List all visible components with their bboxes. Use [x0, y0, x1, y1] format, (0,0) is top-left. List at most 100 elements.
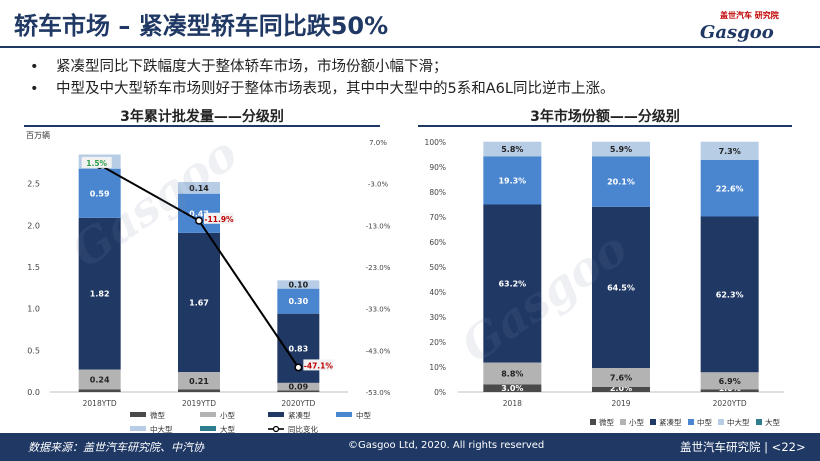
y2-tick-label: -33.0% — [366, 306, 391, 314]
bar-segment — [483, 141, 542, 157]
legend-label: 小型 — [220, 411, 235, 420]
left-chart-title: 3年累计批发量——分级别 — [24, 106, 380, 127]
bar-segment — [592, 156, 650, 207]
logo-brand: Gasgoo — [700, 22, 774, 43]
bar-segment — [78, 369, 121, 390]
y-tick-label: 2.5 — [27, 180, 40, 189]
bar-segment — [78, 389, 121, 392]
bar-value-label: 1.82 — [90, 290, 110, 299]
bar-segment — [277, 390, 320, 392]
yoy-point — [294, 363, 303, 372]
y-tick-label: 0% — [434, 388, 446, 397]
legend-label: 小型 — [629, 418, 644, 427]
y2-tick-label: -3.0% — [368, 181, 389, 189]
left-chart: 百万辆 0.0 0.5 1.0 1.5 2.0 2.5 7.0% -3.0% -13.0% -23.… — [26, 130, 391, 434]
bar-segment — [78, 168, 121, 218]
y2-tick-label: -53.0% — [366, 389, 391, 397]
yoy-label: -11.9% — [204, 215, 234, 224]
bar-value-label: 0.59 — [90, 189, 110, 198]
yoy-label-bg — [81, 156, 112, 168]
legend-swatch — [688, 419, 694, 425]
right-chart-title-underline — [418, 125, 792, 127]
y-tick-label: 50% — [429, 263, 446, 272]
bar-value-label: 63.2% — [498, 280, 526, 289]
bar-segment — [277, 382, 320, 391]
legend-label: 中型 — [697, 417, 712, 427]
legend-swatch — [130, 412, 146, 417]
legend-label: 中大型 — [727, 417, 750, 427]
bar-value-label: 2.0% — [610, 384, 632, 393]
bar-segment — [592, 387, 650, 392]
bar-segment — [78, 217, 121, 370]
bar-segment — [483, 156, 542, 205]
y-tick-label: 30% — [429, 313, 446, 322]
y-axis-title: 百万辆 — [26, 130, 50, 140]
y-tick-label: 1.0 — [27, 305, 40, 314]
legend-swatch — [590, 419, 596, 425]
x-tick-label: 2019 — [611, 399, 630, 408]
footer: 数据来源：盖世汽车研究院、中汽协 ©Gasgoo Ltd, 2020. All … — [0, 433, 820, 461]
y-tick-label: 90% — [429, 163, 446, 172]
legend-swatch — [650, 419, 656, 425]
bar-segment — [700, 389, 759, 392]
bar-value-label: 3.0% — [501, 384, 523, 393]
bar-segment — [592, 141, 650, 157]
legend-label: 微型 — [599, 417, 614, 427]
bar-value-label: 62.3% — [716, 290, 744, 299]
bar-value-label: 0.47 — [189, 209, 209, 218]
yoy-label-bg — [204, 212, 234, 224]
legend-swatch — [756, 419, 762, 425]
legend-label: 大型 — [220, 424, 235, 434]
bar-value-label: 0.09 — [288, 383, 308, 392]
bar-value-label: 7.6% — [610, 374, 632, 383]
bar-segment — [483, 204, 542, 363]
bar-segment — [700, 216, 759, 373]
x-tick-label: 2020YTD — [713, 399, 747, 408]
y-tick-label: 20% — [429, 338, 446, 347]
bar-value-label: 0.83 — [288, 344, 308, 353]
bar-value-label: 1.67 — [189, 298, 209, 307]
bar-segment — [700, 372, 759, 390]
y2-tick-label: 7.0% — [369, 139, 387, 147]
bar-value-label: 5.9% — [610, 145, 632, 154]
bar-value-label: 19.3% — [498, 176, 526, 185]
bar-segment — [700, 141, 759, 160]
bar-segment — [592, 206, 650, 368]
bar-value-label: 0.10 — [288, 281, 308, 290]
bar-segment — [592, 368, 650, 387]
legend-label: 紧凑型 — [288, 410, 311, 420]
page-title: 轿车市场 – 紧凑型轿车同比跌50% — [14, 12, 389, 40]
bar-value-label: 64.5% — [607, 283, 635, 292]
legend-label: 微型 — [150, 410, 165, 420]
y-tick-label: 0.5 — [27, 346, 40, 355]
legend-swatch — [200, 412, 216, 417]
right-chart-title: 3年市场份额——分级别 — [418, 106, 792, 127]
x-tick-label: 2018 — [503, 399, 522, 408]
bar-value-label: 5.8% — [501, 145, 523, 154]
y2-tick-label: -23.0% — [366, 264, 391, 272]
legend-swatch — [718, 419, 724, 425]
bar-value-label: 0.24 — [90, 376, 110, 385]
legend-swatch — [130, 426, 146, 431]
y2-tick-label: -13.0% — [366, 222, 391, 230]
y-tick-label: 80% — [429, 188, 446, 197]
bar-segment — [277, 280, 320, 289]
legend-swatch — [268, 412, 284, 417]
y-tick-label: 70% — [429, 213, 446, 222]
bullet-list: 紧凑型同比下跌幅度大于整体轿车市场，市场份额小幅下滑； 中型及中大型轿车市场则好… — [30, 56, 614, 100]
right-chart: 0% 10% 20% 30% 40% 50% 60% 70% 80% 90% 100% 3.0% 8.8… — [425, 138, 784, 427]
y-tick-label: 60% — [429, 238, 446, 247]
y-tick-label: 100% — [425, 138, 446, 147]
bar-segment — [700, 160, 759, 217]
bullet-item: 紧凑型同比下跌幅度大于整体轿车市场，市场份额小幅下滑； — [30, 56, 614, 78]
legend-label: 同比变化 — [288, 424, 318, 434]
bar-value-label: 20.1% — [607, 178, 635, 187]
bar-value-label: 0.30 — [288, 297, 308, 306]
x-tick-label: 2019YTD — [182, 399, 216, 408]
footer-institute: 盖世汽车研究院 | <22> — [680, 440, 806, 454]
legend-label: 大型 — [765, 417, 780, 427]
logo-tag: 盖世汽车 研究院 — [720, 11, 779, 20]
bar-value-label: 0.14 — [189, 184, 209, 193]
legend-swatch — [200, 426, 216, 431]
y2-tick-label: -43.0% — [366, 347, 391, 355]
